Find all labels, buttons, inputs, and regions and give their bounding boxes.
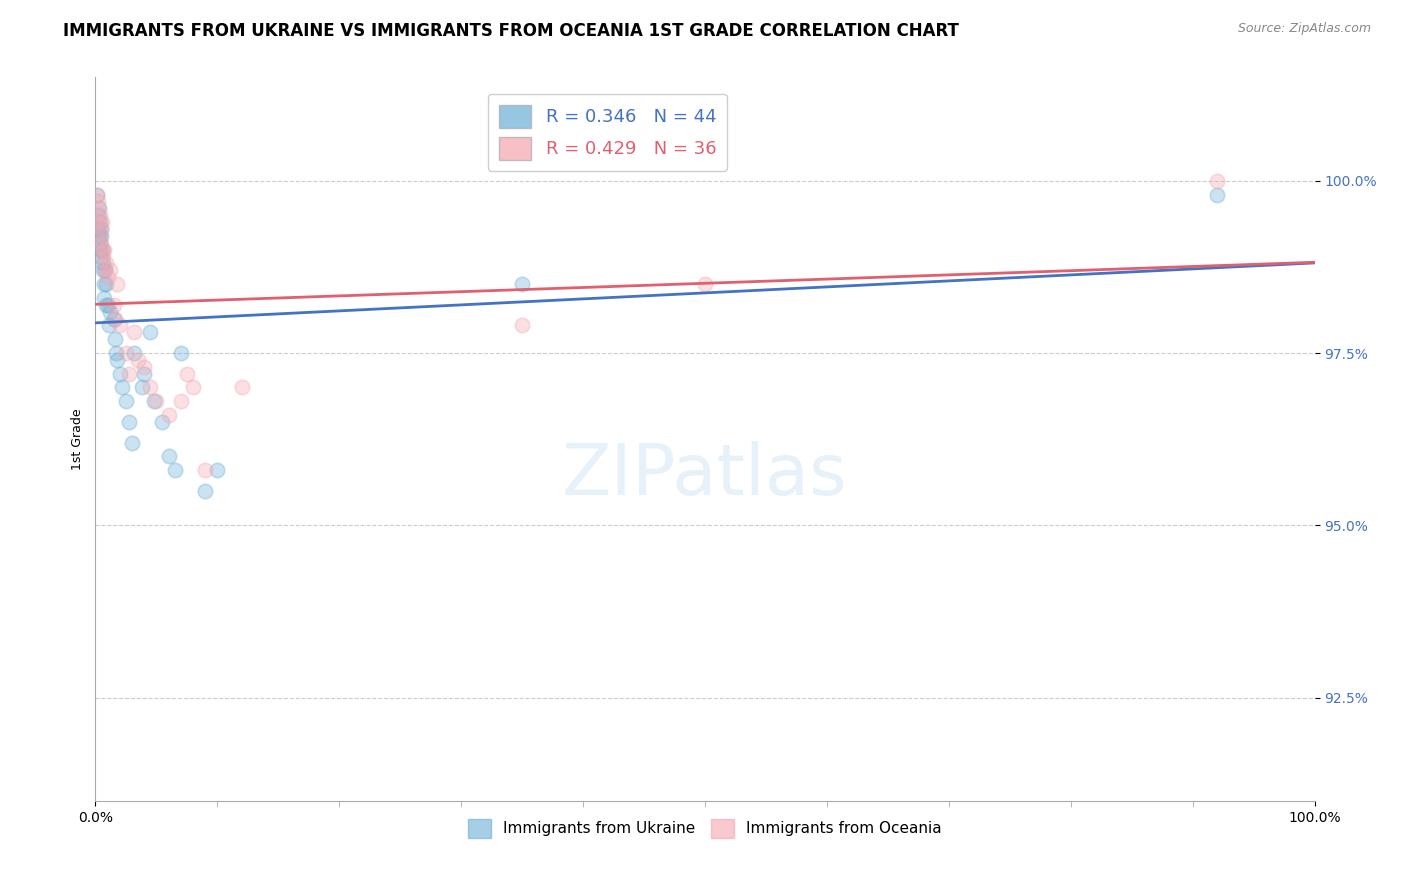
Point	[510, 318, 533, 333]
Point	[93, 243, 115, 257]
Point	[139, 326, 162, 340]
Point	[91, 250, 114, 264]
Point	[87, 222, 110, 236]
Legend: Immigrants from Ukraine, Immigrants from Oceania: Immigrants from Ukraine, Immigrants from…	[463, 813, 948, 844]
Point	[90, 250, 112, 264]
Point	[98, 263, 121, 277]
Point	[96, 256, 118, 270]
Point	[145, 394, 167, 409]
Point	[87, 228, 110, 243]
Point	[94, 277, 117, 292]
Point	[170, 346, 193, 360]
Point	[114, 394, 136, 409]
Point	[90, 228, 112, 243]
Point	[1206, 174, 1229, 188]
Point	[89, 208, 111, 222]
Point	[108, 318, 131, 333]
Point	[93, 277, 115, 292]
Point	[176, 367, 198, 381]
Point	[207, 463, 229, 477]
Point	[91, 243, 114, 257]
Point	[131, 380, 153, 394]
Point	[134, 367, 156, 381]
Point	[1206, 187, 1229, 202]
Point	[118, 367, 141, 381]
Point	[157, 450, 180, 464]
Point	[96, 270, 118, 285]
Point	[105, 353, 128, 368]
Point	[134, 359, 156, 374]
Point	[86, 187, 108, 202]
Point	[94, 263, 117, 277]
Point	[231, 380, 253, 394]
Point	[114, 346, 136, 360]
Point	[91, 215, 114, 229]
Point	[194, 483, 217, 498]
Text: ZIPatlas: ZIPatlas	[562, 441, 848, 510]
Point	[103, 298, 125, 312]
Point	[163, 463, 186, 477]
Point	[89, 235, 111, 250]
Point	[89, 228, 111, 243]
Point	[96, 298, 118, 312]
Point	[87, 215, 110, 229]
Text: IMMIGRANTS FROM UKRAINE VS IMMIGRANTS FROM OCEANIA 1ST GRADE CORRELATION CHART: IMMIGRANTS FROM UKRAINE VS IMMIGRANTS FR…	[63, 22, 959, 40]
Point	[510, 277, 533, 292]
Point	[91, 263, 114, 277]
Point	[104, 332, 127, 346]
Point	[97, 318, 120, 333]
Point	[90, 222, 112, 236]
Point	[103, 311, 125, 326]
Y-axis label: 1st Grade: 1st Grade	[72, 409, 84, 470]
Point	[181, 380, 204, 394]
Point	[105, 277, 128, 292]
Point	[124, 326, 146, 340]
Point	[693, 277, 716, 292]
Point	[142, 394, 165, 409]
Point	[157, 408, 180, 422]
Point	[89, 243, 111, 257]
Point	[108, 367, 131, 381]
Point	[118, 415, 141, 429]
Point	[87, 194, 110, 209]
Point	[94, 263, 117, 277]
Point	[98, 304, 121, 318]
Point	[91, 256, 114, 270]
Point	[194, 463, 217, 477]
Point	[96, 298, 118, 312]
Point	[86, 187, 108, 202]
Point	[111, 380, 134, 394]
Point	[90, 235, 112, 250]
Point	[121, 435, 143, 450]
Point	[90, 222, 112, 236]
Point	[89, 215, 111, 229]
Point	[93, 291, 115, 305]
Point	[104, 311, 127, 326]
Point	[152, 415, 174, 429]
Point	[87, 202, 110, 216]
Point	[87, 208, 110, 222]
Point	[91, 243, 114, 257]
Point	[170, 394, 193, 409]
Point	[139, 380, 162, 394]
Point	[127, 353, 149, 368]
Point	[124, 346, 146, 360]
Text: Source: ZipAtlas.com: Source: ZipAtlas.com	[1237, 22, 1371, 36]
Point	[105, 346, 128, 360]
Point	[87, 202, 110, 216]
